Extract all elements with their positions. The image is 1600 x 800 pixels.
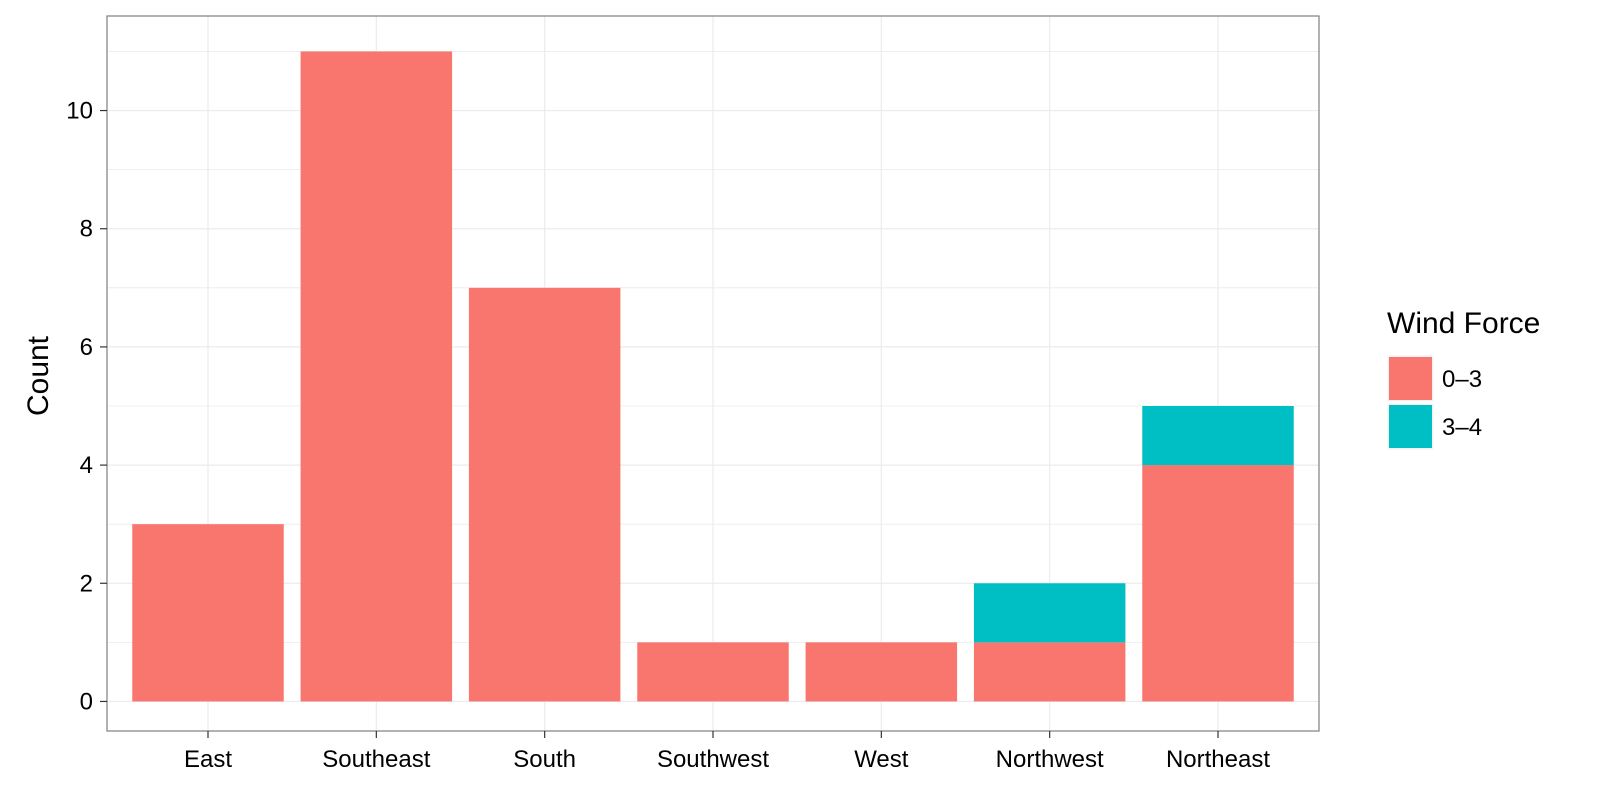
legend-keys: 0–3 3–4 [1386,354,1482,451]
y-tick-label: 4 [80,452,93,479]
x-tick-label: Southeast [322,746,430,773]
y-tick-label: 2 [80,570,93,597]
bar [973,583,1126,643]
y-tick-label: 10 [66,98,93,125]
bars [132,51,1294,702]
legend-label: 3–4 [1442,414,1482,441]
x-axis: East Southeast South Southwest West Northwest… [184,731,1270,773]
legend-key-swatch [1389,357,1432,400]
bar [132,524,284,702]
y-tick-label: 8 [80,216,93,243]
x-tick-label: Northwest [996,746,1104,773]
bar [1142,406,1294,466]
x-tick-label: East [184,746,232,773]
legend-key-swatch [1389,405,1432,448]
x-tick-label: South [513,746,576,773]
y-axis-title: Count [22,335,55,416]
bar [300,51,453,702]
x-tick-label: Southwest [657,746,769,773]
bar [805,642,958,702]
legend-title: Wind Force [1387,307,1540,340]
x-tick-label: West [854,746,909,773]
y-axis: 0 2 4 6 8 10 [66,98,107,715]
y-tick-label: 6 [80,334,93,361]
major-gridlines [107,16,1319,731]
bar [637,642,789,702]
legend-label: 0–3 [1442,366,1482,393]
y-tick-label: 0 [80,688,93,715]
legend: Wind Force 0–3 3–4 [1386,307,1540,451]
x-tick-label: Northeast [1166,746,1270,773]
bar [1142,465,1294,702]
bar [973,642,1126,702]
bar [468,287,621,702]
